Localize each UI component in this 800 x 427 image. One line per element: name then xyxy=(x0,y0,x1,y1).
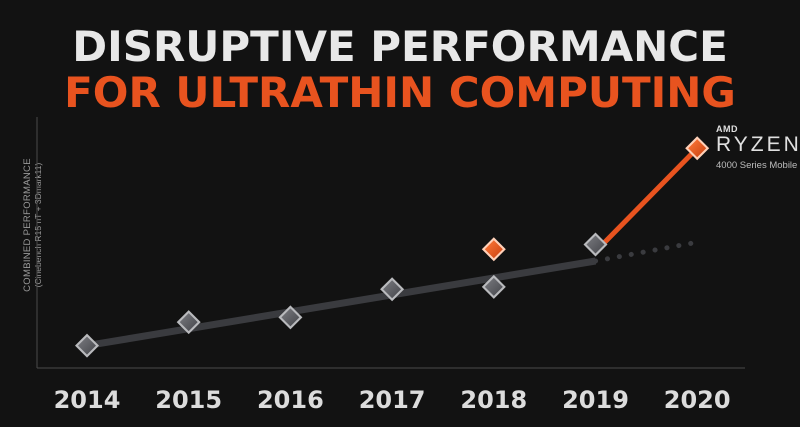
data-point-gray-2018 xyxy=(481,274,506,299)
x-tick-label: 2019 xyxy=(562,386,629,414)
data-point-gray-2019 xyxy=(583,232,608,257)
series-label: 4000 Series Mobile xyxy=(716,160,798,171)
ryzen-highlight-line xyxy=(593,146,699,254)
ryzen-wordmark: RYZEN xyxy=(716,133,800,156)
data-point-gray-2015 xyxy=(176,310,201,335)
projection-dotted-line xyxy=(593,239,700,264)
title-line-2: FOR ULTRATHIN COMPUTING xyxy=(64,68,736,117)
trend-line xyxy=(86,257,597,350)
data-point-gray-2016 xyxy=(278,305,303,330)
x-tick-label: 2015 xyxy=(155,386,223,414)
amd-wordmark: AMD xyxy=(716,124,738,134)
x-tick-label: 2014 xyxy=(53,386,121,414)
title-line-1: DISRUPTIVE PERFORMANCE xyxy=(72,22,728,71)
data-point-gray-2017 xyxy=(380,277,405,302)
data-point-orange-2020 xyxy=(685,136,710,161)
x-tick-label: 2017 xyxy=(358,386,426,414)
data-point-gray-2014 xyxy=(75,333,99,358)
ryzen-logo: AMD RYZEN 4000 Series Mobile xyxy=(716,124,800,171)
x-tick-label: 2020 xyxy=(663,386,731,414)
data-point-orange-2018 xyxy=(481,237,506,262)
x-tick-label: 2018 xyxy=(460,386,528,414)
x-tick-label: 2016 xyxy=(256,386,324,414)
